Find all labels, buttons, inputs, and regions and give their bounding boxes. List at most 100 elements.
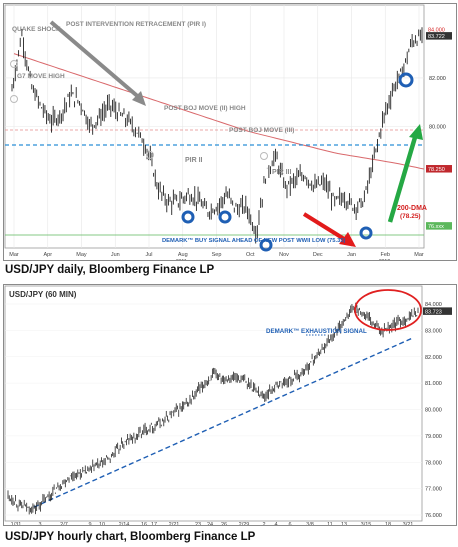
year-label: 2012	[379, 259, 390, 260]
x-tick-label: 11	[327, 522, 333, 525]
x-tick-label: Mar	[414, 252, 424, 258]
marker-circle	[10, 60, 18, 68]
y-tick-label: 81.000	[425, 381, 442, 387]
exhaustion-label: DEMARK™ EXHAUSTION SIGNAL	[266, 328, 367, 335]
price-tag-box	[423, 307, 452, 315]
green-arrowhead	[409, 124, 423, 140]
post-intervention-label: POST INTERVENTION RETRACEMENT (PIR I)	[66, 21, 206, 28]
x-tick-label: 17	[151, 522, 157, 525]
x-tick-label: Aug	[178, 252, 188, 258]
x-tick-label: Apr	[43, 252, 52, 258]
x-tick-label: May	[76, 252, 87, 258]
hourly-chart-title: USD/JPY (60 MIN)	[9, 290, 77, 299]
hourly-grid	[5, 303, 422, 516]
quake-label: QUAKE SHOCK	[12, 26, 61, 33]
post-boj-ii-label: POST BOJ MOVE (II) HIGH	[164, 105, 246, 112]
x-tick-label: 2	[262, 522, 265, 525]
x-tick-label: Feb	[381, 252, 390, 258]
pir-arrow	[49, 20, 144, 102]
x-tick-label: Nov	[279, 252, 289, 258]
x-tick-label: Jun	[111, 252, 120, 258]
x-tick-label: Jan	[347, 252, 356, 258]
x-tick-label: 3/15	[361, 522, 372, 525]
x-tick-label: 3/21	[403, 522, 414, 525]
dma-200-line	[13, 53, 425, 170]
price-tag-label: 78.250	[428, 167, 445, 173]
daily-y-ticks: 82.000 80.000	[429, 76, 446, 131]
x-tick-label: Jul	[145, 252, 152, 258]
x-tick-label: 24	[207, 522, 213, 525]
signal-circle	[181, 210, 195, 224]
marker-circle	[10, 95, 18, 103]
signal-circle	[359, 226, 373, 240]
hourly-chart-panel: USD/JPY (60 MIN) DEMARK™ EXHAUSTION SIGN…	[3, 284, 457, 526]
daily-price-bars	[11, 27, 423, 244]
x-tick-label: Oct	[246, 252, 255, 258]
daily-x-ticks: Mar Apr May Jun Jul Aug Sep Oct Nov Dec Jan Feb Mar 2…	[9, 252, 424, 260]
x-tick-label: 10	[99, 522, 105, 525]
price-tag-label: 76.xxx	[428, 224, 444, 230]
red-down-arrow	[302, 212, 351, 244]
signal-circle	[218, 210, 232, 224]
x-tick-label: 2/7	[60, 522, 68, 525]
red-arrowhead	[339, 232, 356, 247]
y-tick-label: 78.000	[425, 460, 442, 466]
trendline-path	[33, 337, 413, 508]
y-tick-label: 80.000	[429, 125, 446, 131]
x-tick-label: 4	[274, 522, 277, 525]
y-tick-label: 76.000	[425, 513, 442, 519]
y-tick-label: 82.000	[425, 355, 442, 361]
price-tag-box	[426, 222, 452, 230]
x-tick-label: Sep	[212, 252, 222, 258]
y-tick-label: 83.000	[425, 328, 442, 334]
hourly-chart-caption: USD/JPY hourly chart, Bloomberg Finance …	[5, 531, 256, 543]
demark-circles	[181, 72, 414, 252]
marker-circles	[10, 60, 268, 160]
hourly-chart-svg: USD/JPY (60 MIN) DEMARK™ EXHAUSTION SIGN…	[4, 285, 452, 525]
signal-circle	[398, 72, 414, 88]
uptrend-line	[33, 337, 413, 508]
dma-line-path	[13, 53, 425, 170]
hourly-price-bars	[7, 302, 419, 515]
pir-arrowhead	[132, 91, 146, 106]
daily-chart-svg: QUAKE SHOCK G7 MOVE HIGH POST INTERVENTI…	[4, 4, 452, 260]
x-tick-label: 2/21	[169, 522, 180, 525]
price-tag-box	[426, 25, 452, 33]
price-tag-label: 83.722	[428, 34, 445, 40]
marker-circle	[260, 152, 268, 160]
pir-ii-label: PIR II	[185, 157, 203, 164]
x-tick-label: 2/29	[239, 522, 250, 525]
year-label: 2011	[176, 259, 187, 260]
price-tag-label: 84.000	[428, 27, 445, 33]
price-tag-label: 83.723	[425, 309, 442, 315]
x-tick-label: Mar	[9, 252, 19, 258]
x-tick-label: 26	[221, 522, 227, 525]
dma-label: 200-DMA	[397, 205, 427, 212]
y-tick-label: 79.000	[425, 434, 442, 440]
x-tick-label: 9	[88, 522, 91, 525]
g7-label: G7 MOVE HIGH	[17, 73, 65, 80]
daily-chart-panel: QUAKE SHOCK G7 MOVE HIGH POST INTERVENTI…	[3, 3, 457, 261]
x-tick-label: 23	[195, 522, 201, 525]
x-tick-label: 13	[341, 522, 347, 525]
x-tick-label: 1/31	[11, 522, 22, 525]
price-tag-box	[426, 32, 452, 40]
x-tick-label: 3/8	[306, 522, 314, 525]
marker-circle	[146, 151, 154, 159]
hourly-plot-frame	[4, 285, 423, 522]
top-highlight-ellipse	[354, 289, 422, 331]
x-tick-label: 6	[288, 522, 291, 525]
x-tick-label: Dec	[313, 252, 323, 258]
dma-value-label: (78.25)	[400, 213, 421, 220]
hourly-y-ticks: 84.000 83.000 82.000 81.000 80.000 79.000 78.0…	[425, 302, 442, 519]
x-tick-label: 3	[38, 522, 41, 525]
x-tick-label: 16	[141, 522, 147, 525]
post-boj-iii-label: POST BOJ MOVE (III)	[229, 127, 294, 134]
demark-buy-label: DEMARK™ BUY SIGNAL AHEAD OF NEW POST WWI…	[162, 238, 346, 244]
price-tag-box	[426, 165, 452, 173]
hourly-x-ticks: 1/31 3 2/7 9 10 2/14 16 17 2/21 23 24 26 2/29 2 4 6 3/8 1…	[11, 522, 414, 525]
hourly-price-tag: 83.723	[423, 307, 452, 315]
green-up-arrow	[387, 133, 419, 223]
y-tick-label: 82.000	[429, 76, 446, 82]
